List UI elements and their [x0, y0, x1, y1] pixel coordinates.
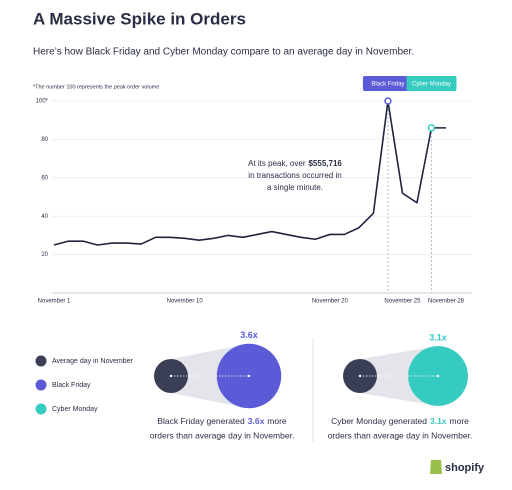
dot — [247, 374, 251, 378]
legend-label: Black Friday — [52, 382, 91, 389]
dot — [358, 374, 362, 378]
multiplier-label: 3.6x — [240, 330, 258, 340]
legend-label: Average day in November — [52, 358, 133, 365]
annotation: in transactions occurred in — [248, 171, 341, 180]
y-tick-label: 60 — [41, 175, 48, 181]
y-tick-label: 20 — [41, 252, 48, 258]
series-line — [53, 100, 446, 246]
legend-swatch — [35, 403, 47, 415]
caption-text: Black Friday generated — [157, 416, 245, 426]
logo: shopify — [430, 460, 485, 474]
caption-text: more — [267, 416, 287, 426]
legend-swatch — [35, 355, 47, 367]
caption: orders than average day in November. — [150, 430, 295, 440]
chart-title: A Massive Spike in Orders — [33, 9, 246, 28]
highlight-marker — [427, 124, 436, 132]
caption: Cyber Monday generated 3.1x more — [331, 416, 469, 426]
x-tick-label: November 1 — [38, 299, 71, 305]
badge-label: Cyber Monday — [412, 82, 451, 88]
annotation: At its peak, over $555,716 — [248, 159, 342, 168]
badge — [362, 76, 413, 91]
dot — [169, 374, 173, 378]
brand: shopify — [445, 462, 485, 474]
badge — [406, 76, 457, 91]
legend-label: Cyber Monday — [52, 406, 98, 413]
multiplier-label: 3.1x — [429, 332, 447, 342]
annotation-bold: $555,716 — [308, 159, 342, 168]
caption-text: Cyber Monday generated — [331, 416, 427, 426]
caption-text: more — [450, 416, 470, 426]
dot — [436, 374, 440, 378]
x-tick-label: November 20 — [312, 299, 349, 305]
y-tick-label: 80 — [41, 137, 48, 143]
y-tick-label: 40 — [41, 214, 48, 220]
caption-value: 3.6x — [248, 416, 265, 426]
x-tick-label: November 25 — [384, 299, 421, 305]
caption: orders than average day in November. — [328, 430, 473, 440]
x-tick-label: November 10 — [167, 299, 204, 305]
highlight-marker — [384, 97, 392, 105]
annotation: a single minute. — [267, 183, 323, 192]
badge-label: Black Friday — [371, 82, 404, 88]
footnote: *The number 100 represents the peak orde… — [33, 84, 159, 90]
caption: Black Friday generated 3.6x more — [157, 416, 287, 426]
legend-swatch — [35, 379, 47, 391]
annotation-text: At its peak, over — [248, 159, 306, 168]
x-tick-label: November 28 — [428, 299, 465, 305]
caption-value: 3.1x — [430, 416, 447, 426]
subtitle: Here’s how Black Friday and Cyber Monday… — [33, 47, 414, 58]
y-tick-label: 100* — [36, 99, 49, 105]
